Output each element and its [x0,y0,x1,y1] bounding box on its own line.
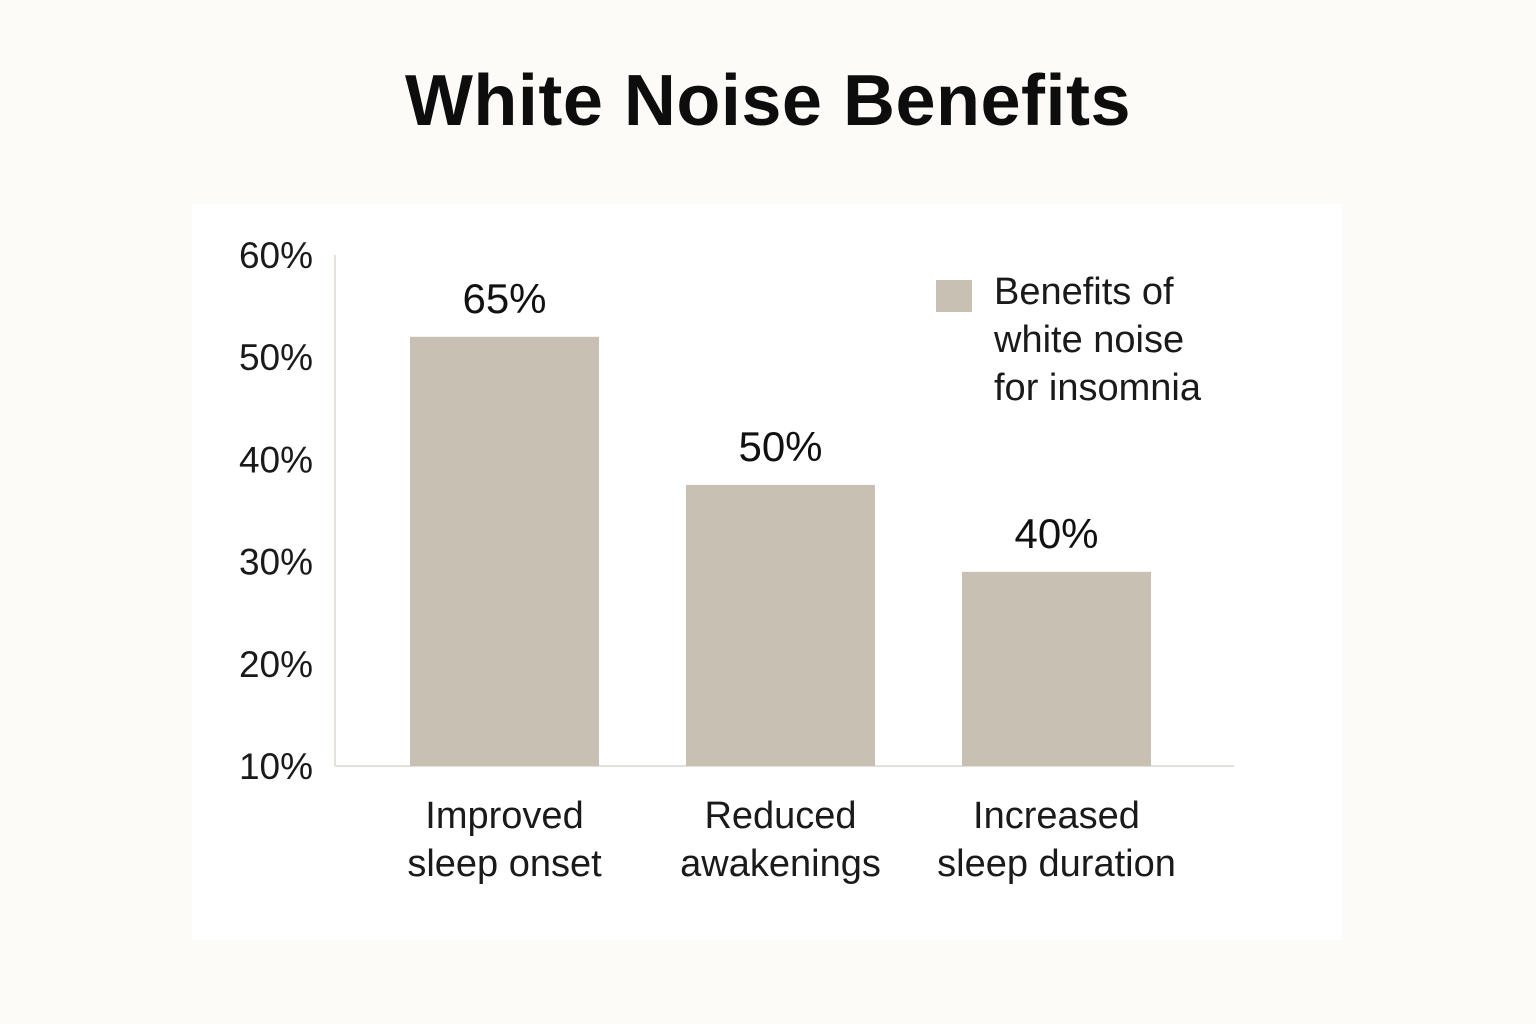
y-tick-label: 10% [239,746,313,787]
data-label: 50% [738,423,822,470]
legend-swatch [936,280,972,312]
y-tick-label: 30% [239,542,313,583]
x-tick-label: Increased sleep duration [937,795,1176,885]
y-tick-label: 40% [239,439,313,480]
y-tick-label: 20% [239,644,313,685]
bar [686,484,875,766]
y-tick-label: 50% [239,337,313,378]
bar [410,336,599,766]
bar [962,571,1151,766]
data-label: 65% [462,275,546,322]
data-label: 40% [1014,510,1098,557]
x-tick-label: Reduced awakenings [680,795,881,885]
chart-title: White Noise Benefits [404,61,1132,141]
x-tick-label: Improved sleep onset [407,795,602,885]
legend-label: Benefits of white noise for insomnia [994,271,1201,409]
y-tick-label: 60% [239,235,313,276]
